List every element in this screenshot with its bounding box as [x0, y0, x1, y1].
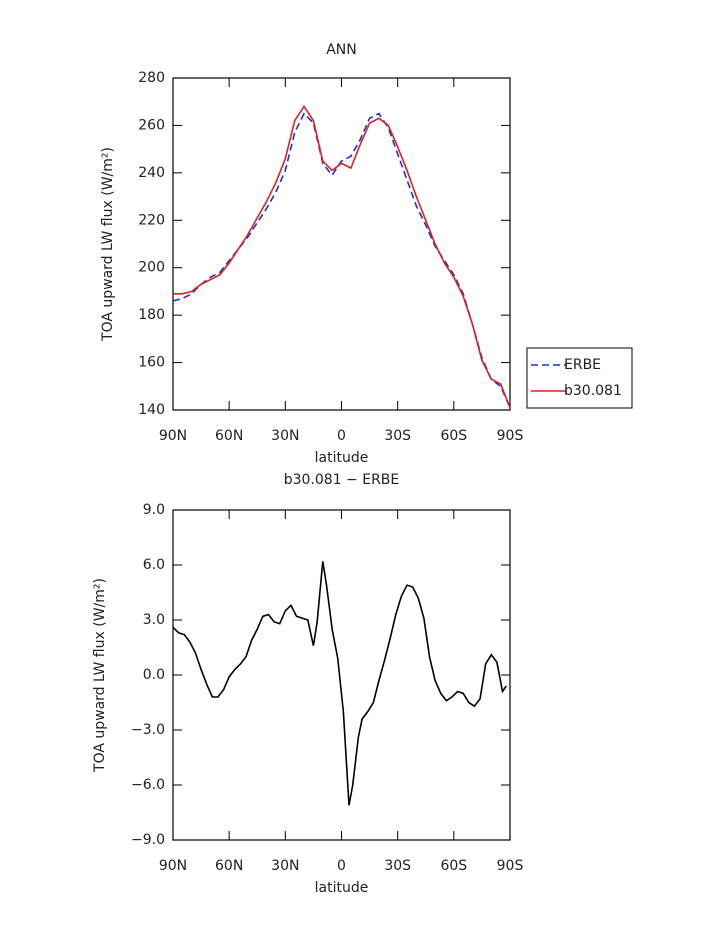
data-line	[172, 561, 507, 806]
legend-label: b30.081	[564, 383, 622, 399]
y-tick-label: 240	[138, 165, 165, 181]
x-tick-label: 30N	[271, 428, 299, 444]
y-tick-label: 0.0	[143, 667, 165, 683]
y-tick-label: 220	[138, 212, 165, 228]
x-tick-label: 0	[337, 858, 346, 874]
y-axis-label: TOA upward LW flux (W/m²)	[92, 578, 108, 773]
x-tick-label: 30S	[384, 428, 411, 444]
y-tick-label: −9.0	[131, 832, 165, 848]
data-line	[173, 105, 511, 408]
x-tick-label: 90S	[497, 428, 524, 444]
x-tick-label: 60S	[440, 858, 467, 874]
y-tick-label: 160	[138, 355, 165, 371]
x-tick-label: 30N	[271, 858, 299, 874]
y-tick-label: 9.0	[143, 502, 165, 518]
chart-title: b30.081 − ERBE	[284, 472, 400, 488]
x-axis-label: latitude	[315, 880, 369, 896]
x-tick-label: 60N	[215, 428, 243, 444]
x-tick-label: 90S	[497, 858, 524, 874]
x-tick-label: 90N	[159, 428, 187, 444]
y-tick-label: 260	[138, 117, 165, 133]
chart-title: ANN	[326, 42, 357, 58]
y-tick-label: 140	[138, 402, 165, 418]
y-tick-label: 200	[138, 260, 165, 276]
x-tick-label: 60N	[215, 858, 243, 874]
y-axis-label: TOA upward LW flux (W/m²)	[100, 147, 116, 342]
y-tick-label: 280	[138, 70, 165, 86]
legend-label: ERBE	[564, 357, 601, 373]
data-line	[172, 112, 511, 408]
y-tick-label: 3.0	[143, 612, 165, 628]
y-tick-label: −3.0	[131, 722, 165, 738]
x-tick-label: 0	[337, 428, 346, 444]
x-tick-label: 30S	[384, 858, 411, 874]
y-tick-label: 6.0	[143, 557, 165, 573]
plot-frame	[172, 509, 511, 841]
legend-box	[526, 347, 633, 409]
y-tick-label: −6.0	[131, 777, 165, 793]
x-axis-label: latitude	[315, 450, 369, 466]
y-tick-label: 180	[138, 307, 165, 323]
plot-frame	[172, 77, 511, 411]
x-tick-label: 90N	[159, 858, 187, 874]
x-tick-label: 60S	[440, 428, 467, 444]
